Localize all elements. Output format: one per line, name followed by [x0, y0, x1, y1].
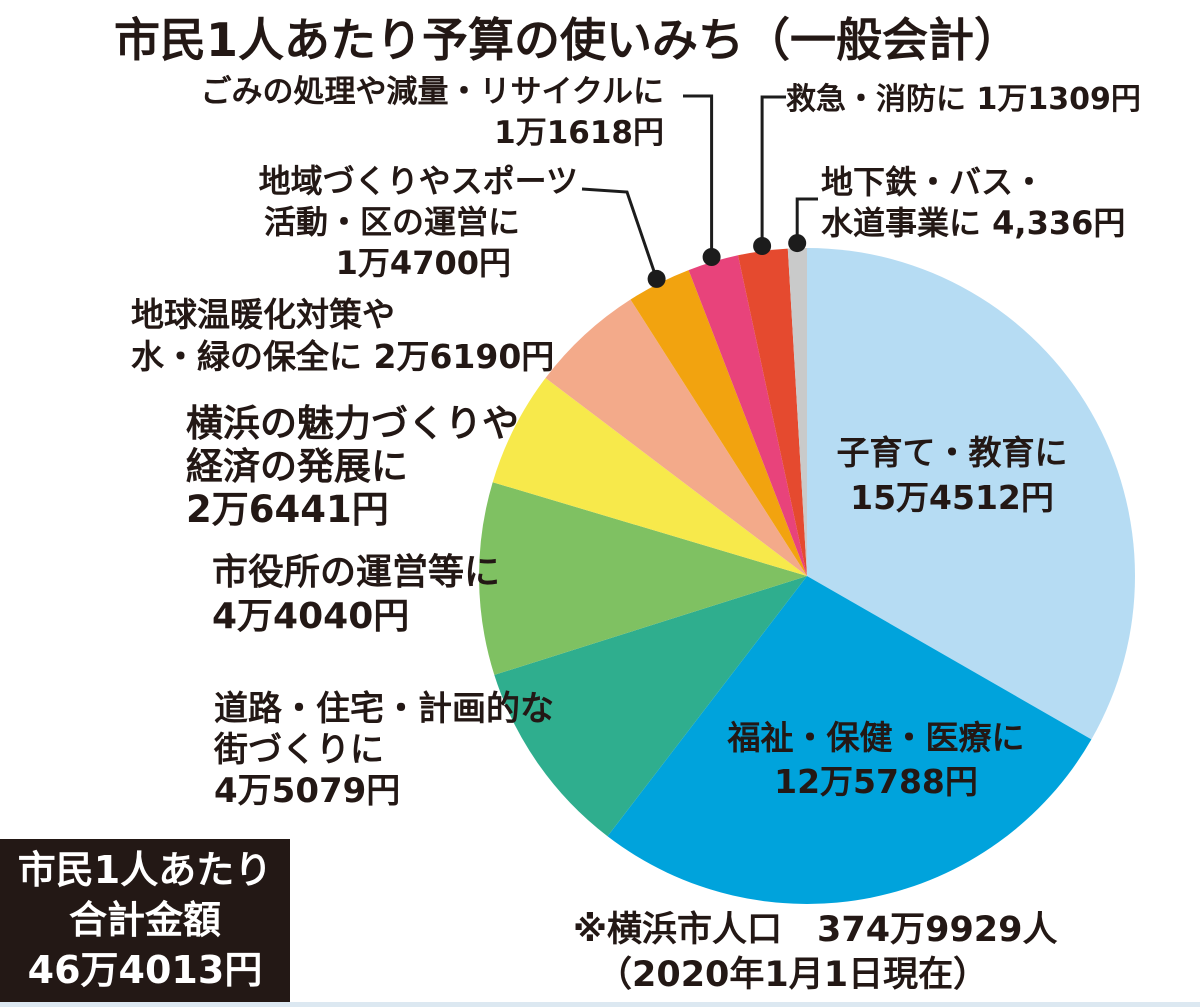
label-roads-housing-planning-line1: 道路・住宅・計画的な	[214, 689, 554, 729]
label-welfare-health-medical: 福祉・保健・医療に 12万5788円	[676, 716, 1076, 804]
label-community-sports-ward-line2: 活動・区の運営に	[263, 203, 520, 241]
label-roads-housing-planning: 道路・住宅・計画的な 街づくりに 4万5079円	[214, 689, 554, 812]
label-subway-bus-water-line2: 水道事業に 4,336円	[821, 204, 1126, 242]
label-emergency-fire: 救急・消防に 1万1309円	[786, 74, 1141, 118]
label-childcare-education: 子育て・教育に 15万4512円	[752, 430, 1152, 520]
label-community-sports-ward-line1: 地域づくりやスポーツ	[258, 162, 578, 200]
callout-line-emergency-fire	[760, 95, 786, 246]
callout-line-garbage-recycling	[683, 94, 714, 257]
label-welfare-health-medical-line2: 12万5788円	[774, 762, 978, 801]
label-city-hall-operations: 市役所の運営等に 4万4040円	[212, 551, 500, 639]
label-climate-water-green-line1: 地球温暖化対策や	[131, 295, 395, 334]
bottom-divider	[0, 1002, 1200, 1007]
label-attractiveness-economy: 横浜の魅力づくりや 経済の発展に 2万6441円	[186, 402, 519, 531]
label-climate-water-green-line2: 水・緑の保全に 2万6190円	[131, 337, 555, 376]
callout-dot-community-sports-ward	[647, 269, 666, 288]
label-city-hall-operations-line2: 4万4040円	[212, 596, 410, 637]
label-childcare-education-line2: 15万4512円	[850, 478, 1054, 517]
label-subway-bus-water: 地下鉄・バス・ 水道事業に 4,336円	[821, 162, 1125, 244]
pie-slice-climate-water-green	[545, 299, 807, 576]
total-box-line3: 46万4013円	[27, 948, 263, 992]
label-garbage-recycling: ごみの処理や減量・リサイクルに 1万1618円	[201, 72, 664, 154]
pie-slice-garbage-recycling	[688, 255, 807, 577]
pie-slice-childcare-education	[807, 248, 1135, 740]
label-city-hall-operations-line1: 市役所の運営等に	[212, 552, 501, 593]
callout-dot-subway-bus-water	[788, 234, 807, 253]
pie-slice-city-hall-operations	[479, 482, 807, 675]
pie-slice-welfare-health-medical	[607, 576, 1092, 904]
label-attractiveness-economy-line3: 2万6441円	[186, 488, 389, 531]
population-note-line1: ※横浜市人口 374万9929人	[573, 910, 1058, 950]
label-emergency-fire-line1: 救急・消防に 1万1309円	[786, 82, 1141, 117]
label-childcare-education-line1: 子育て・教育に	[836, 433, 1068, 472]
page-title: 市民1人あたり予算の使いみち（一般会計）	[114, 13, 1021, 67]
label-roads-housing-planning-line2: 街づくりに	[214, 730, 384, 770]
pie-slice-roads-housing-planning	[494, 576, 807, 837]
callout-line-subway-bus-water	[795, 197, 818, 244]
label-subway-bus-water-line1: 地下鉄・バス・	[821, 163, 1046, 201]
pie-slice-community-sports-ward	[630, 270, 807, 576]
total-box-line1: 市民1人あたり	[17, 848, 273, 892]
label-welfare-health-medical-line1: 福祉・保健・医療に	[727, 718, 1025, 757]
total-amount-box: 市民1人あたり 合計金額 46万4013円	[0, 839, 290, 1002]
label-attractiveness-economy-line2: 経済の発展に	[186, 445, 408, 488]
label-garbage-recycling-line1: ごみの処理や減量・リサイクルに	[200, 74, 664, 110]
label-roads-housing-planning-line3: 4万5079円	[214, 771, 401, 811]
pie-slice-emergency-fire	[738, 248, 807, 576]
callout-dot-emergency-fire	[753, 237, 772, 255]
label-community-sports-ward-line3: 1万4700円	[335, 244, 511, 282]
population-note-line2: （2020年1月1日現在）	[597, 955, 989, 995]
label-community-sports-ward: 地域づくりやスポーツ 活動・区の運営に 1万4700円	[259, 161, 578, 284]
callout-line-community-sports-ward	[581, 187, 659, 280]
pie-slice-subway-bus-water	[787, 248, 807, 576]
label-attractiveness-economy-line1: 横浜の魅力づくりや	[186, 402, 519, 445]
total-box-line2: 合計金額	[68, 898, 221, 942]
pie-slice-attractiveness-economy	[492, 378, 807, 576]
label-garbage-recycling-line2: 1万1618円	[494, 115, 664, 151]
callout-dot-garbage-recycling	[702, 248, 721, 266]
population-note: ※横浜市人口 374万9929人 （2020年1月1日現在）	[573, 908, 1058, 998]
label-climate-water-green: 地球温暖化対策や 水・緑の保全に 2万6190円	[131, 294, 554, 378]
